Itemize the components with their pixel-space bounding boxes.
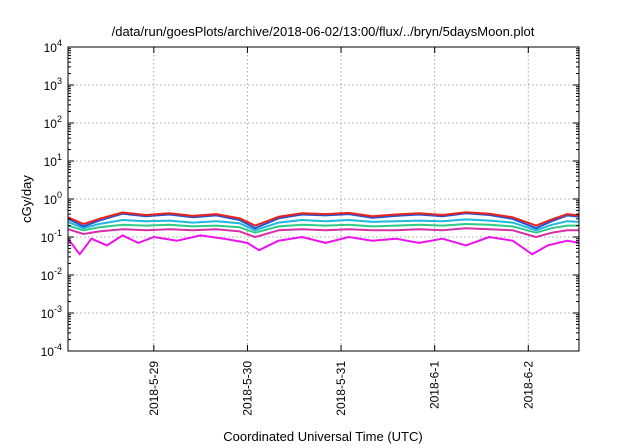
series-line-1 [67, 211, 580, 227]
x-tick-label: 2018-5-30 [240, 361, 254, 416]
x-axis-tick-labels: 2018-5-29 2018-5-30 2018-5-31 2018-6-1 2018-… [147, 361, 535, 416]
chart-title: /data/run/goesPlots/archive/2018-06-02/1… [112, 24, 535, 39]
y-tick-label: 10-4 [41, 342, 62, 359]
y-tick-label: 10-1 [41, 228, 62, 245]
y-axis-tick-labels: 10-4 10-3 10-2 10-1 100 101 102 103 104 [41, 38, 62, 359]
y-tick-label: 104 [44, 38, 62, 55]
series-line-5 [67, 227, 579, 238]
plot-frame [67, 46, 580, 352]
series-line-3 [67, 218, 580, 232]
series-line-2 [67, 212, 580, 230]
x-tick-label: 2018-5-31 [334, 361, 348, 416]
y-axis-label: cGy/day [19, 175, 34, 223]
series-line-4 [67, 223, 579, 234]
y-tick-label: 102 [44, 114, 62, 131]
x-tick-label: 2018-6-2 [521, 361, 535, 409]
y-tick-label: 100 [44, 190, 62, 207]
y-tick-label: 10-3 [41, 304, 62, 321]
plot-series [67, 211, 580, 256]
y-tick-label: 101 [44, 152, 62, 169]
x-tick-label: 2018-5-29 [147, 361, 161, 416]
x-axis-label: Coordinated Universal Time (UTC) [223, 429, 422, 444]
series-line-6 [67, 234, 580, 256]
y-tick-label: 103 [44, 76, 62, 93]
y-tick-label: 10-2 [41, 266, 62, 283]
x-tick-label: 2018-6-1 [428, 361, 442, 409]
